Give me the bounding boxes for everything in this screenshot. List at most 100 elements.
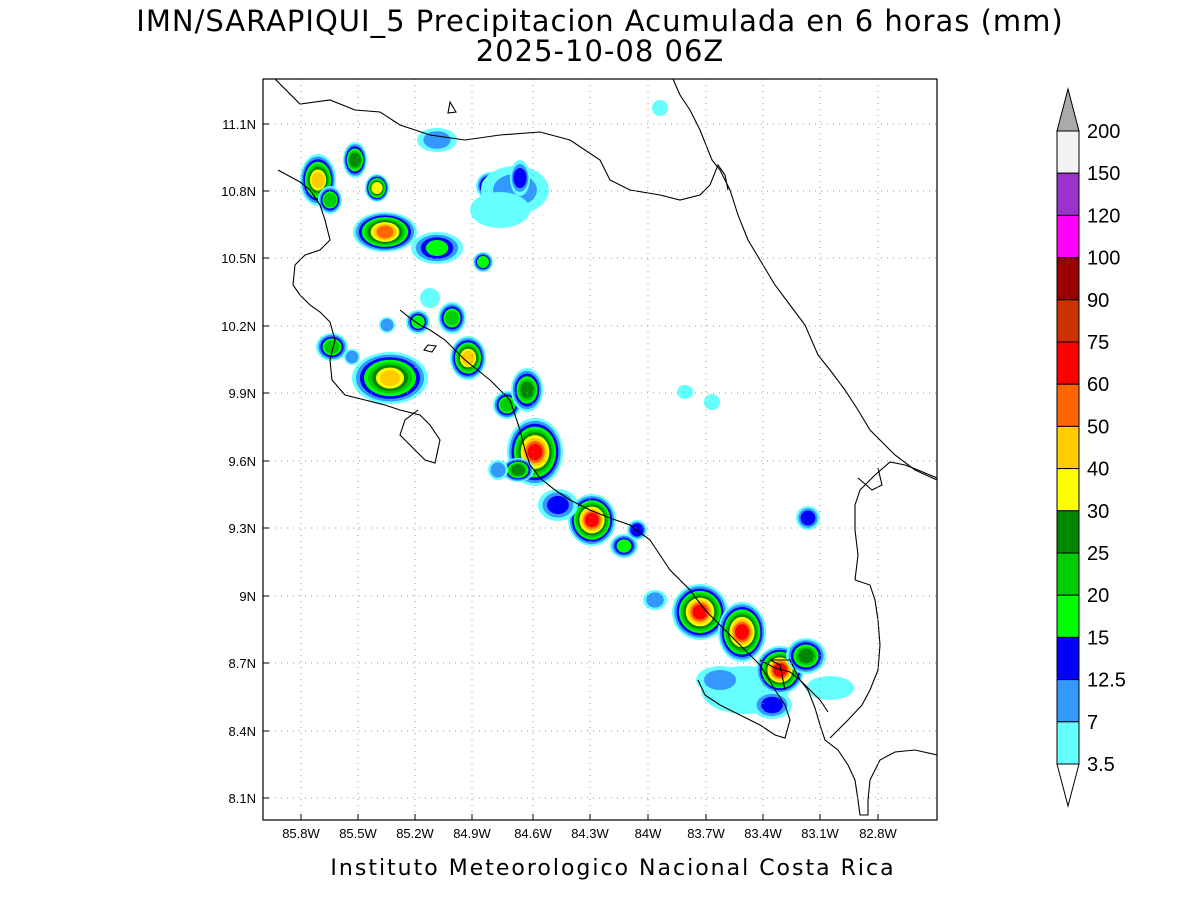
precip-cell	[718, 602, 766, 662]
precip-contour	[735, 624, 749, 640]
colorbar-segment	[1056, 679, 1080, 723]
colorbar-label: 20	[1087, 585, 1109, 607]
lat-tick-label: 9.9N	[229, 386, 256, 401]
axis-ticks	[263, 123, 879, 820]
lon-tick-label: 83.1W	[801, 826, 839, 841]
precip-contour	[511, 464, 525, 476]
precip-contour	[425, 240, 449, 256]
precip-cell	[568, 494, 616, 546]
colorbar-label: 30	[1087, 501, 1109, 523]
precip-contour	[380, 318, 394, 332]
precip-cell	[796, 506, 820, 530]
precip-cell	[672, 584, 728, 640]
precip-contour	[445, 310, 459, 326]
precip-contour	[470, 192, 530, 228]
precip-cell	[510, 160, 530, 196]
precip-cell	[417, 128, 457, 152]
plot-frame	[262, 78, 938, 821]
precip-contour	[380, 370, 400, 386]
precip-contour	[420, 288, 440, 308]
precip-cell	[786, 638, 826, 674]
colorbar-segment	[1056, 425, 1080, 470]
lon-tick-label: 84.9W	[453, 826, 491, 841]
lat-tick-label: 10.8N	[221, 184, 256, 199]
precip-cell	[502, 458, 534, 482]
lat-tick-label: 8.1N	[229, 791, 256, 806]
lat-tick-label: 11.1N	[222, 117, 256, 132]
precip-contour	[800, 510, 816, 526]
precip-contour	[677, 385, 693, 399]
precip-cell	[450, 336, 486, 380]
colorbar-label: 12.5	[1087, 670, 1126, 692]
lon-tick-label: 85.8W	[282, 826, 320, 841]
colorbar-segment	[1056, 552, 1080, 596]
precip-contour	[513, 168, 527, 188]
precip-contour	[527, 443, 543, 461]
precip-contour	[520, 381, 534, 399]
precip-cell	[318, 186, 342, 214]
precip-contour	[349, 152, 361, 168]
lat-tick-label: 8.4N	[229, 724, 256, 739]
precip-contour	[477, 256, 489, 268]
precip-contour	[798, 648, 814, 664]
colorbar-segment	[1056, 299, 1080, 343]
colorbar-label: 200	[1087, 121, 1120, 143]
precip-cell	[696, 666, 744, 694]
precip-cell	[406, 310, 430, 334]
colorbar-label: 15	[1087, 627, 1109, 649]
precip-cell	[316, 333, 348, 361]
lat-tick-label: 8.7N	[229, 656, 256, 671]
precip-cell	[511, 368, 543, 412]
colorbar-label: 3.5	[1087, 754, 1115, 776]
colorbar-arrow-bottom	[1056, 763, 1080, 808]
precip-contour	[490, 462, 506, 478]
precip-cell	[353, 212, 417, 252]
precip-contour	[806, 676, 854, 700]
precip-contour	[773, 663, 787, 677]
lon-tick-label: 82.8W	[859, 826, 897, 841]
precip-cell	[538, 489, 578, 521]
colorbar-segment	[1056, 130, 1080, 174]
colorbar-segment	[1056, 468, 1080, 512]
colorbar-arrow-top	[1056, 87, 1080, 132]
graticule	[263, 79, 937, 820]
lat-tick-label: 9N	[239, 589, 256, 604]
precip-contour	[646, 592, 664, 608]
colorbar-label: 50	[1087, 416, 1109, 438]
precipitation-field	[300, 100, 854, 719]
lon-tick-label: 84.3W	[571, 826, 609, 841]
precip-contour	[311, 172, 325, 188]
precip-contour	[345, 350, 359, 364]
precip-cell	[343, 142, 367, 178]
precip-cell	[365, 174, 389, 202]
colorbar-segment	[1056, 257, 1080, 301]
precip-cell	[420, 288, 440, 308]
colorbar-segment	[1056, 383, 1080, 427]
precip-contour	[461, 350, 475, 366]
precip-contour	[761, 696, 783, 714]
lon-tick-label: 84W	[635, 826, 662, 841]
precip-cell	[610, 534, 638, 558]
lon-tick-label: 83.7W	[687, 826, 725, 841]
lon-tick-label: 84.6W	[514, 826, 552, 841]
colorbar-label: 60	[1087, 374, 1109, 396]
colorbar-segment	[1056, 594, 1080, 638]
precip-cell	[652, 100, 668, 116]
colorbar-label: 150	[1087, 163, 1120, 185]
colorbar-label: 90	[1087, 290, 1109, 312]
precip-cell	[473, 252, 493, 272]
colorbar-segment	[1056, 721, 1080, 765]
precip-contour	[704, 670, 736, 690]
precip-cell	[379, 317, 395, 333]
precip-contour	[652, 100, 668, 116]
precip-contour	[323, 193, 337, 207]
coastline	[274, 79, 937, 816]
colorbar-segment	[1056, 214, 1080, 259]
precip-contour	[423, 131, 451, 149]
precip-cell	[752, 691, 792, 719]
precip-cell	[344, 349, 360, 365]
lon-tick-label: 85.2W	[396, 826, 434, 841]
colorbar-label: 40	[1087, 459, 1109, 481]
precip-contour	[371, 182, 383, 194]
